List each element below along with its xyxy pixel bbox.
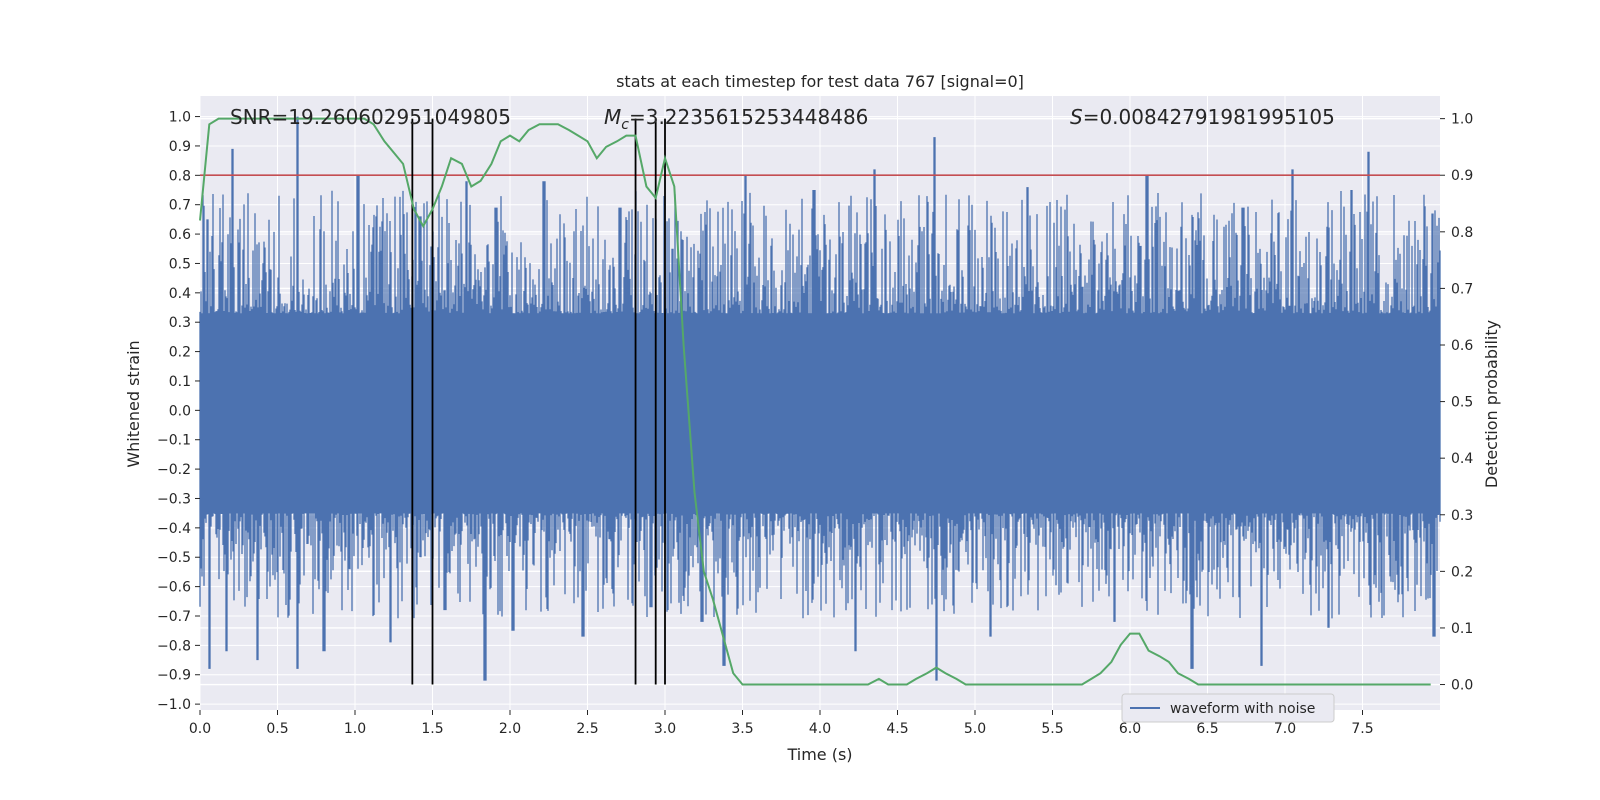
y-tick-label: 0.5 (169, 256, 191, 272)
y-tick-label: −1.0 (157, 697, 191, 713)
y-right-tick-label: 0.7 (1451, 281, 1473, 297)
y-right-tick-label: 0.6 (1451, 338, 1473, 354)
x-tick-label: 3.5 (731, 721, 753, 737)
event-markers (411, 118, 666, 685)
mc-symbol: M (604, 105, 621, 129)
y-tick-label: −0.7 (157, 609, 191, 625)
mc-subscript: c (621, 117, 629, 133)
y-tick-label: −0.9 (157, 668, 191, 684)
s-value: =0.00842791981995105 (1083, 105, 1335, 129)
y-right-tick-label: 0.0 (1451, 678, 1473, 694)
x-tick-label: 4.5 (886, 721, 908, 737)
x-tick-label: 1.5 (421, 721, 443, 737)
chirp-mass-annotation: Mc=3.2235615253448486 (604, 105, 868, 133)
y-tick-label: 0.8 (169, 168, 191, 184)
x-tick-label: 7.5 (1351, 721, 1373, 737)
waveform-core-band (200, 313, 1440, 514)
y-right-tick-label: 1.0 (1451, 112, 1473, 128)
x-tick-label: 3.0 (654, 721, 676, 737)
y-tick-label: −0.8 (157, 638, 191, 654)
legend-label: waveform with noise (1170, 701, 1315, 717)
waveform-with-noise-series (199, 116, 1441, 681)
y-tick-label: −0.1 (157, 433, 191, 449)
chart-title: stats at each timestep for test data 767… (616, 72, 1024, 91)
y-tick-label: −0.2 (157, 462, 191, 478)
y-tick-label: 1.0 (169, 110, 191, 126)
x-tick-label: 1.0 (344, 721, 366, 737)
y-tick-label: 0.7 (169, 198, 191, 214)
x-tick-label: 4.0 (809, 721, 831, 737)
y-right-tick-label: 0.8 (1451, 225, 1473, 241)
y-axis-label-left: Whitened strain (124, 340, 143, 467)
y-right-tick-label: 0.5 (1451, 395, 1473, 411)
s-annotation: S=0.00842791981995105 (1070, 105, 1335, 129)
snr-annotation: SNR=19.260602951049805 (230, 105, 511, 129)
y-tick-label: −0.5 (157, 550, 191, 566)
y-right-tick-label: 0.9 (1451, 168, 1473, 184)
y-right-tick-label: 0.1 (1451, 621, 1473, 637)
y-tick-label: 0.3 (169, 315, 191, 331)
y-axis-left-ticks: 1.0 0.9 0.8 0.7 0.6 0.5 0.4 0.3 0.2 0.1 0.0 −0.1 −0.… (157, 110, 200, 713)
x-tick-label: 7.0 (1274, 721, 1296, 737)
y-axis-right-ticks: 1.0 0.9 0.8 0.7 0.6 0.5 0.4 0.3 0.2 0.1 0.0 (1440, 112, 1473, 694)
x-tick-label: 6.0 (1119, 721, 1141, 737)
y-axis-label-right: Detection probability (1482, 320, 1501, 488)
y-tick-label: 0.2 (169, 345, 191, 361)
x-axis-label: Time (s) (786, 745, 852, 764)
legend: waveform with noise (1121, 693, 1335, 723)
s-symbol: S (1070, 105, 1083, 129)
x-tick-label: 6.5 (1196, 721, 1218, 737)
detection-probability-series (199, 117, 1431, 686)
y-tick-label: 0.6 (169, 227, 191, 243)
detection-probability-line (199, 117, 1431, 686)
y-right-tick-label: 0.3 (1451, 508, 1473, 524)
x-tick-label: 2.0 (499, 721, 521, 737)
y-tick-label: 0.0 (169, 403, 191, 419)
y-right-tick-label: 0.4 (1451, 451, 1473, 467)
y-tick-label: 0.9 (169, 139, 191, 155)
y-tick-label: 0.4 (169, 286, 191, 302)
y-tick-label: −0.6 (157, 580, 191, 596)
mc-value: =3.2235615253448486 (629, 105, 868, 129)
x-axis-ticks: 0.0 0.5 1.0 1.5 2.0 2.5 3.0 3.5 4.0 4.5 5.0 5.5 6.0 6… (189, 710, 1374, 737)
legend-box (1121, 693, 1335, 723)
x-tick-label: 0.0 (189, 721, 211, 737)
x-tick-label: 2.5 (576, 721, 598, 737)
x-tick-label: 0.5 (266, 721, 288, 737)
y-tick-label: 0.1 (169, 374, 191, 390)
y-right-tick-label: 0.2 (1451, 564, 1473, 580)
y-tick-label: −0.4 (157, 521, 191, 537)
x-tick-label: 5.0 (964, 721, 986, 737)
x-tick-label: 5.5 (1041, 721, 1063, 737)
y-tick-label: −0.3 (157, 491, 191, 507)
